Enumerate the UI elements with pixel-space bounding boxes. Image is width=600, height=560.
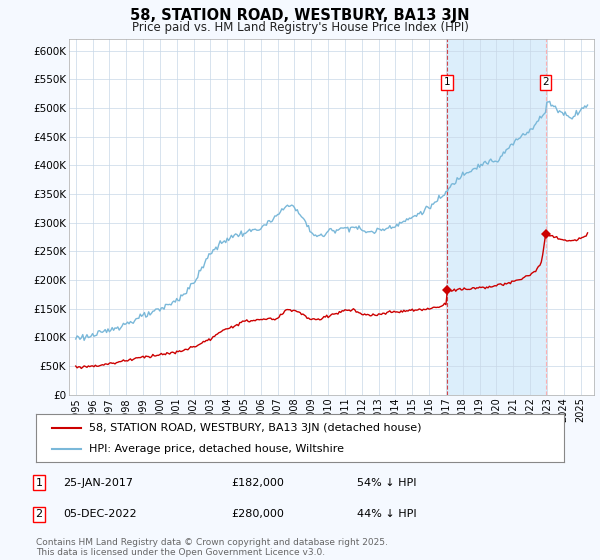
- Text: 1: 1: [444, 77, 451, 87]
- Text: 25-JAN-2017: 25-JAN-2017: [63, 478, 133, 488]
- Text: 58, STATION ROAD, WESTBURY, BA13 3JN: 58, STATION ROAD, WESTBURY, BA13 3JN: [130, 8, 470, 24]
- Text: £182,000: £182,000: [231, 478, 284, 488]
- Text: HPI: Average price, detached house, Wiltshire: HPI: Average price, detached house, Wilt…: [89, 444, 344, 454]
- Text: Contains HM Land Registry data © Crown copyright and database right 2025.
This d: Contains HM Land Registry data © Crown c…: [36, 538, 388, 557]
- Bar: [447, 39, 545, 395]
- Text: 58, STATION ROAD, WESTBURY, BA13 3JN (detached house): 58, STATION ROAD, WESTBURY, BA13 3JN (de…: [89, 423, 421, 433]
- Text: 05-DEC-2022: 05-DEC-2022: [63, 509, 137, 519]
- Text: 2: 2: [35, 509, 43, 519]
- Text: 2: 2: [542, 77, 549, 87]
- Text: £280,000: £280,000: [231, 509, 284, 519]
- Text: Price paid vs. HM Land Registry's House Price Index (HPI): Price paid vs. HM Land Registry's House …: [131, 21, 469, 34]
- Text: 1: 1: [35, 478, 43, 488]
- Text: 44% ↓ HPI: 44% ↓ HPI: [357, 509, 416, 519]
- Text: 54% ↓ HPI: 54% ↓ HPI: [357, 478, 416, 488]
